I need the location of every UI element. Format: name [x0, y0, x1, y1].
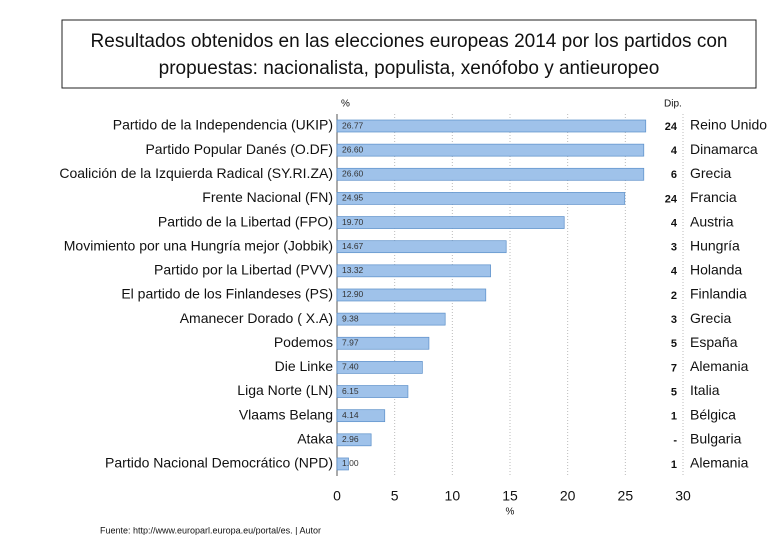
- value-label: 2.96: [342, 434, 359, 444]
- seats-header: Dip.: [664, 99, 682, 110]
- value-label: 26.77: [342, 120, 364, 130]
- bar: [336, 288, 487, 302]
- seats: 5: [671, 386, 677, 398]
- seats: 2: [671, 290, 677, 302]
- bar: [336, 385, 409, 398]
- y-tick-label: Coalición de la Izquierda Radical (SY.RI…: [59, 165, 333, 181]
- bar: [336, 192, 626, 205]
- country: Grecia: [690, 165, 731, 181]
- country: Italia: [690, 382, 720, 398]
- x-tick-label: 20: [560, 488, 576, 504]
- y-tick-label: Partido Nacional Democrático (NPD): [105, 455, 333, 471]
- x-tick-label: 30: [675, 488, 691, 504]
- seats: 5: [671, 338, 677, 350]
- value-label: 12.90: [342, 289, 364, 299]
- value-label: 1.00: [342, 458, 359, 468]
- bar: [336, 336, 430, 350]
- y-tick-label: Movimiento por una Hungría mejor (Jobbik…: [64, 237, 333, 253]
- country: Austria: [690, 213, 734, 229]
- value-label: 13.32: [342, 265, 364, 275]
- bar: [336, 240, 507, 254]
- x-tick-label: 15: [502, 488, 518, 504]
- value-label: 14.67: [342, 241, 364, 251]
- value-label: 9.38: [342, 313, 359, 323]
- seats: 3: [671, 242, 677, 254]
- y-tick-label: El partido de los Finlandeses (PS): [121, 286, 333, 302]
- value-label: 26.60: [342, 169, 364, 179]
- bar: [336, 457, 349, 471]
- bar: [336, 433, 372, 447]
- y-tick-label: Partido por la Libertad (PVV): [154, 262, 333, 278]
- x-tick-label: 5: [391, 488, 399, 504]
- y-tick-label: Amanecer Dorado ( X.A): [180, 310, 333, 326]
- bar: [336, 143, 645, 157]
- country: España: [690, 334, 738, 350]
- y-tick-label: Frente Nacional (FN): [202, 189, 333, 205]
- country: Finlandia: [690, 286, 747, 302]
- bar: [336, 361, 423, 374]
- value-header: %: [341, 99, 350, 110]
- seats: 4: [671, 145, 678, 157]
- country: Bulgaria: [690, 431, 742, 447]
- title-box: [61, 19, 757, 89]
- seats: 6: [671, 169, 677, 181]
- y-tick-label: Vlaams Belang: [239, 406, 333, 422]
- country: Hungría: [690, 237, 740, 253]
- y-tick-label: Podemos: [274, 334, 333, 350]
- bar: [336, 167, 645, 181]
- x-tick-label: 0: [333, 488, 341, 504]
- value-label: 19.70: [342, 217, 364, 227]
- value-label: 7.40: [342, 362, 359, 372]
- y-tick-label: Partido de la Libertad (FPO): [158, 213, 333, 229]
- x-tick-label: 10: [445, 488, 461, 504]
- country: Holanda: [690, 262, 742, 278]
- seats: 1: [671, 459, 677, 471]
- value-label: 7.97: [342, 338, 359, 348]
- value-label: 6.15: [342, 386, 359, 396]
- seats: 24: [665, 193, 678, 205]
- source: Fuente: http://www.europarl.europa.eu/po…: [100, 525, 321, 535]
- bar: [336, 409, 386, 423]
- bar: [336, 216, 565, 229]
- seats: 3: [671, 314, 677, 326]
- country: Alemania: [690, 455, 749, 471]
- bar: [336, 119, 647, 133]
- y-tick-label: Partido de la Independencia (UKIP): [113, 117, 333, 133]
- chart-title: Resultados obtenidos en las elecciones e…: [91, 31, 728, 52]
- seats: 7: [671, 362, 677, 374]
- y-tick-label: Ataka: [297, 431, 333, 447]
- seats: 4: [671, 217, 678, 229]
- country: Dinamarca: [690, 141, 758, 157]
- bar: [336, 264, 491, 278]
- country: Reino Unido: [690, 117, 767, 133]
- seats: 1: [671, 411, 677, 423]
- y-tick-label: Partido Popular Danés (O.DF): [145, 141, 333, 157]
- country: Francia: [690, 189, 737, 205]
- country: Bélgica: [690, 406, 736, 422]
- seats: -: [673, 435, 677, 447]
- bar: [336, 312, 446, 326]
- value-label: 24.95: [342, 193, 364, 203]
- country: Alemania: [690, 358, 749, 374]
- x-tick-label: 25: [618, 488, 634, 504]
- seats: 24: [665, 121, 678, 133]
- x-axis-label: %: [506, 507, 515, 518]
- country: Grecia: [690, 310, 731, 326]
- chart-title: propuestas: nacionalista, populista, xen…: [159, 58, 660, 79]
- y-tick-label: Liga Norte (LN): [237, 382, 333, 398]
- seats: 4: [671, 266, 678, 278]
- y-tick-label: Die Linke: [275, 358, 334, 374]
- value-label: 4.14: [342, 410, 359, 420]
- value-label: 26.60: [342, 144, 364, 154]
